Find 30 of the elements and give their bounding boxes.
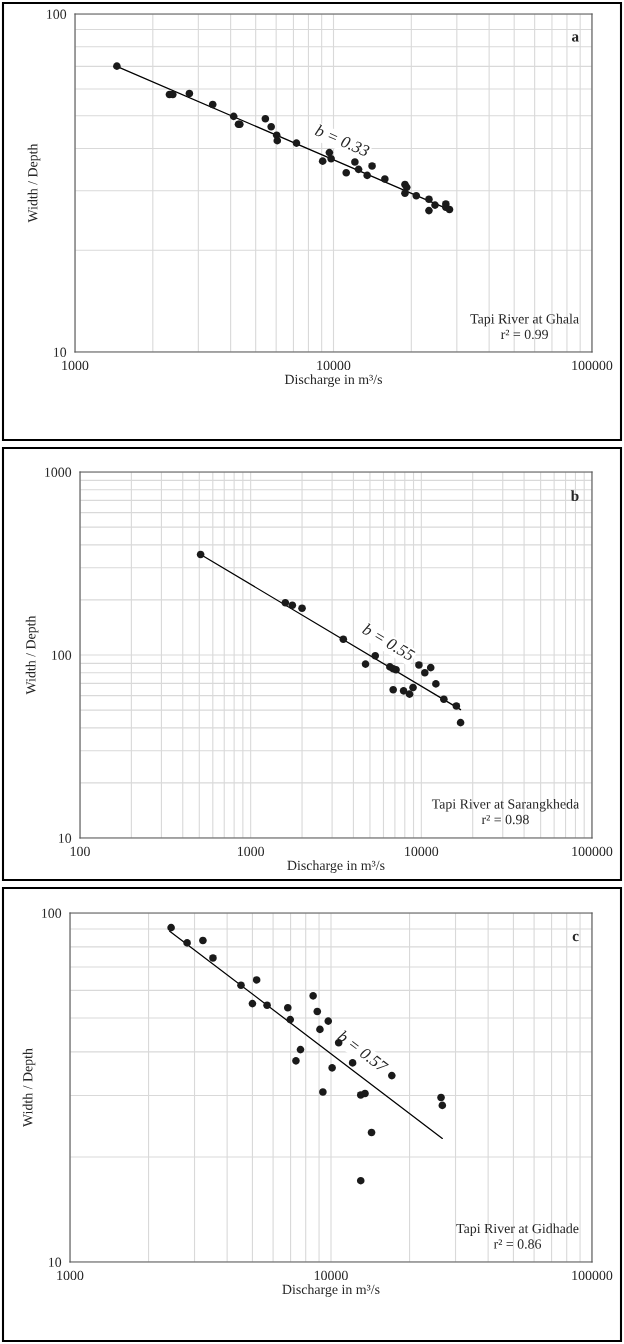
y-tick-label: 100 <box>47 9 67 19</box>
y-axis-title: Width / Depth <box>27 143 41 223</box>
x-axis-title: Discharge in m³/s <box>284 374 383 387</box>
annotation: c <box>572 933 579 942</box>
x-tick-label: 1000 <box>238 846 265 857</box>
x-tick-label: 10000 <box>317 360 351 371</box>
x-tick-label: 100 <box>70 846 90 857</box>
x-tick-label: 100000 <box>572 846 613 857</box>
x-tick-label: 1000 <box>62 360 89 371</box>
x-tick-label: 10000 <box>314 1270 348 1281</box>
annotation: a <box>571 34 579 42</box>
x-axis-title: Discharge in m³/s <box>282 1284 380 1297</box>
annotation: Tapi River at Sarangkheda r² = 0.98 <box>431 798 580 825</box>
annotation: b <box>570 490 579 502</box>
y-tick-label: 10 <box>49 1257 62 1267</box>
y-tick-label: 100 <box>52 650 72 660</box>
y-tick-label: 10 <box>59 833 72 843</box>
y-tick-label: 1000 <box>45 467 72 477</box>
x-tick-label: 100000 <box>572 360 613 371</box>
y-tick-label: 10 <box>54 347 67 357</box>
annotation: Tapi River at Ghala r² = 0.99 <box>470 313 579 340</box>
annotation: b = 0.33 <box>314 124 371 157</box>
y-tick-label: 100 <box>42 908 62 918</box>
annotation: Tapi River at Gidhade r² = 0.86 <box>456 1223 579 1249</box>
x-tick-label: 100000 <box>572 1270 613 1281</box>
y-axis-title: Width / Depth <box>22 1048 36 1127</box>
y-axis-title: Width / Depth <box>25 615 39 695</box>
x-axis-title: Discharge in m³/s <box>287 860 385 873</box>
annotation: b = 0.55 <box>361 622 416 662</box>
x-tick-label: 10000 <box>405 846 439 857</box>
